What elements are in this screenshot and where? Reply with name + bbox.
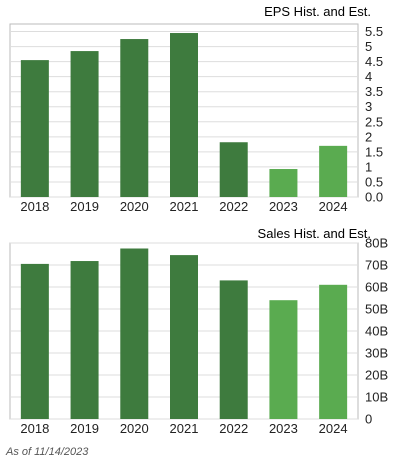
sales-ytick-label: 60B: [365, 280, 388, 295]
eps-ytick-label: 5: [365, 39, 372, 54]
eps-xtick-label: 2019: [70, 199, 99, 214]
eps-ytick-label: 1.5: [365, 144, 383, 159]
eps-xtick-label: 2022: [219, 199, 248, 214]
sales-xtick-label: 2023: [269, 421, 298, 436]
sales-bar-2024: [319, 284, 348, 419]
sales-xtick-label: 2022: [219, 421, 248, 436]
sales-xtick-label: 2019: [70, 421, 99, 436]
eps-xtick-label: 2018: [20, 199, 49, 214]
sales-ytick-label: 10B: [365, 390, 388, 405]
sales-ytick-label: 40B: [365, 324, 388, 339]
sales-ytick-label: 70B: [365, 258, 388, 273]
sales-xtick-label: 2021: [170, 421, 199, 436]
sales-xtick-label: 2018: [20, 421, 49, 436]
eps-bar-2021: [170, 33, 198, 197]
sales-bar-2023: [269, 300, 298, 419]
eps-ytick-label: 2: [365, 129, 372, 144]
eps-bar-2019: [70, 51, 99, 197]
eps-xtick-label: 2024: [319, 199, 348, 214]
eps-bar-2023: [269, 169, 298, 197]
eps-ytick-label: 4: [365, 69, 372, 84]
eps-ytick-label: 3: [365, 99, 372, 114]
as-of-date: As of 11/14/2023: [6, 446, 89, 458]
eps-ytick-label: 0.5: [365, 174, 383, 189]
sales-ytick-label: 20B: [365, 368, 388, 383]
eps-ytick-label: 2.5: [365, 114, 383, 129]
eps-ytick-label: 5.5: [365, 24, 383, 39]
sales-xtick-label: 2020: [120, 421, 149, 436]
eps-bar-2024: [319, 145, 348, 197]
eps-xtick-label: 2021: [170, 199, 199, 214]
eps-ytick-label: 1: [365, 159, 372, 174]
sales-chart-title: Sales Hist. and Est.: [258, 226, 371, 241]
eps-xtick-label: 2023: [269, 199, 298, 214]
eps-ytick-label: 0.0: [365, 190, 383, 205]
sales-bar-2022: [219, 280, 248, 419]
sales-bar-2018: [20, 263, 49, 419]
eps-ytick-label: 4.5: [365, 54, 383, 69]
sales-ytick-label: 30B: [365, 346, 388, 361]
sales-bar-2021: [170, 255, 198, 419]
sales-ytick-label: 80B: [365, 236, 388, 251]
eps-bar-2018: [20, 60, 49, 198]
sales-xtick-label: 2024: [319, 421, 348, 436]
eps-bar-2022: [219, 142, 248, 197]
eps-ytick-label: 3.5: [365, 84, 383, 99]
sales-bar-2019: [70, 261, 99, 419]
eps-chart-title: EPS Hist. and Est.: [264, 4, 371, 19]
sales-ytick-label: 50B: [365, 302, 388, 317]
sales-ytick-label: 0: [365, 412, 372, 427]
sales-bar-2020: [120, 248, 149, 419]
eps-xtick-label: 2020: [120, 199, 149, 214]
eps-bar-2020: [120, 39, 149, 197]
